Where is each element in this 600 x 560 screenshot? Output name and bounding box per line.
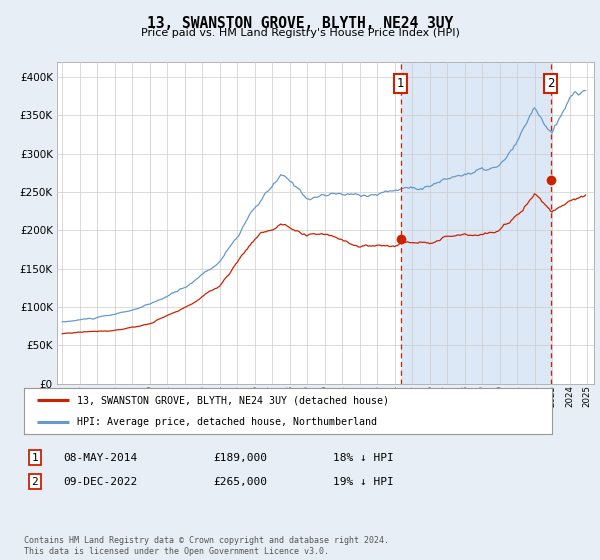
- Text: 19% ↓ HPI: 19% ↓ HPI: [333, 477, 394, 487]
- Bar: [401, 62, 551, 384]
- Text: £189,000: £189,000: [213, 452, 267, 463]
- Text: 1: 1: [397, 77, 404, 90]
- Text: 09-DEC-2022: 09-DEC-2022: [63, 477, 137, 487]
- Text: 2: 2: [31, 477, 38, 487]
- Text: 18% ↓ HPI: 18% ↓ HPI: [333, 452, 394, 463]
- Text: Contains HM Land Registry data © Crown copyright and database right 2024.
This d: Contains HM Land Registry data © Crown c…: [24, 536, 389, 556]
- Text: HPI: Average price, detached house, Northumberland: HPI: Average price, detached house, Nort…: [77, 417, 377, 427]
- Text: 13, SWANSTON GROVE, BLYTH, NE24 3UY (detached house): 13, SWANSTON GROVE, BLYTH, NE24 3UY (det…: [77, 395, 389, 405]
- Text: 13, SWANSTON GROVE, BLYTH, NE24 3UY: 13, SWANSTON GROVE, BLYTH, NE24 3UY: [147, 16, 453, 31]
- Text: Price paid vs. HM Land Registry's House Price Index (HPI): Price paid vs. HM Land Registry's House …: [140, 28, 460, 38]
- Text: 2: 2: [547, 77, 554, 90]
- Text: 1: 1: [31, 452, 38, 463]
- Text: 08-MAY-2014: 08-MAY-2014: [63, 452, 137, 463]
- Text: £265,000: £265,000: [213, 477, 267, 487]
